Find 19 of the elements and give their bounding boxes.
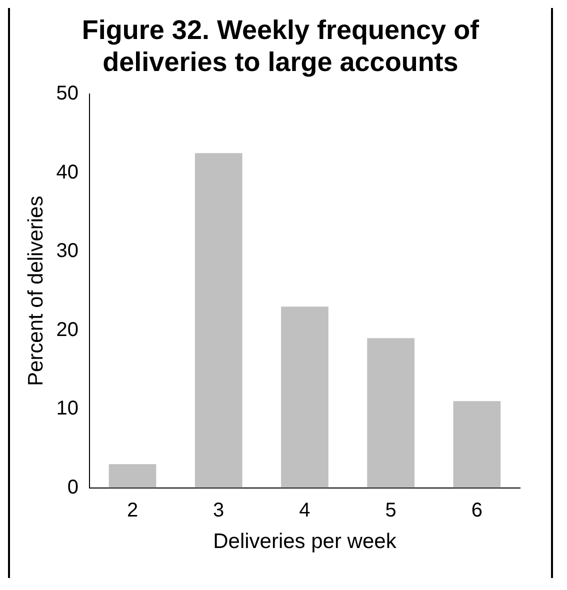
x-tick-label: 2 (126, 499, 138, 522)
x-tick-label: 4 (299, 499, 310, 522)
x-tick-label: 5 (385, 499, 396, 522)
bar (194, 152, 242, 488)
y-tick-label: 30 (56, 240, 78, 262)
y-tick-label: 20 (56, 318, 78, 341)
bar (108, 464, 156, 488)
chart-title: Figure 32. Weekly frequency of deliveries to large accounts (80, 14, 480, 79)
y-tick-label: 0 (67, 476, 78, 498)
bar (281, 306, 328, 488)
x-tick-label: 3 (213, 499, 224, 522)
y-tick-label: 40 (56, 161, 78, 184)
x-tick-label: 6 (471, 499, 483, 522)
bar (367, 338, 415, 488)
y-tick-label: 50 (56, 82, 78, 104)
y-tick-label: 10 (56, 397, 78, 420)
bar (453, 400, 501, 488)
x-axis-title: Deliveries per week (213, 530, 397, 553)
y-axis-title: Percent of deliveries (24, 196, 48, 386)
